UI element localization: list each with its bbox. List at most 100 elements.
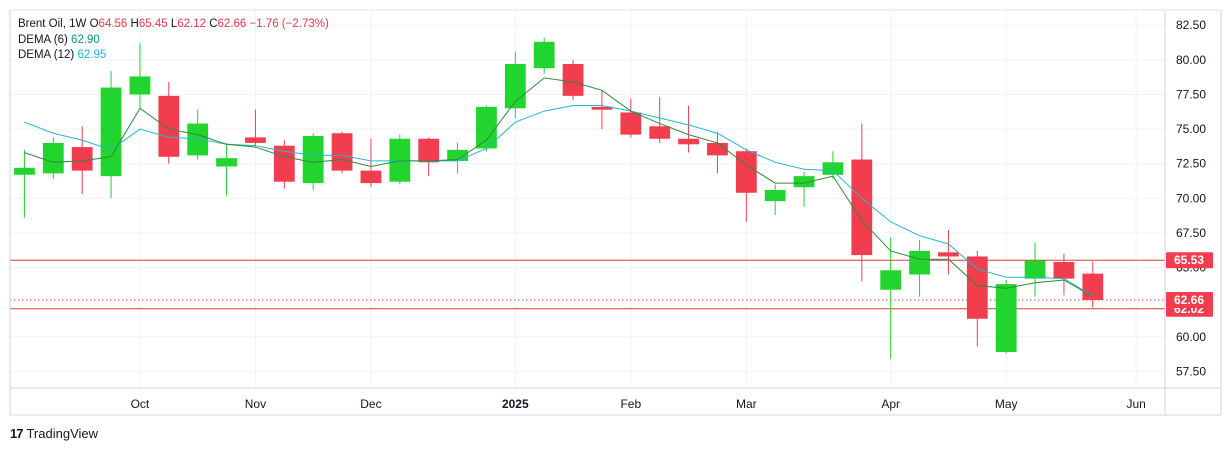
candle-body[interactable] [331,133,353,171]
price-tick-label: 60.00 [1176,330,1206,344]
candle-body[interactable] [129,76,151,95]
candle[interactable] [273,140,295,189]
candle-body[interactable] [678,138,699,145]
candle-body[interactable] [562,64,584,96]
candle[interactable] [129,43,151,110]
candle-body[interactable] [938,252,959,257]
candle[interactable] [938,230,959,275]
price-axis[interactable]: 82.5080.0077.5075.0072.5070.0067.5065.00… [1166,18,1213,378]
candle[interactable] [42,137,64,179]
candle-body[interactable] [187,123,209,156]
candle-body[interactable] [591,106,613,110]
candle-body[interactable] [851,159,873,256]
candle[interactable] [966,250,988,347]
candle[interactable] [476,105,497,152]
candle[interactable] [418,137,440,177]
candle[interactable] [1024,242,1046,297]
candle-body[interactable] [880,270,902,290]
candle[interactable] [678,105,699,153]
candle-body[interactable] [71,147,93,171]
candle-body[interactable] [793,176,815,188]
price-label-62.66[interactable]: 62.66 [1166,291,1213,308]
candle[interactable] [880,237,902,359]
legend-symbol[interactable]: Brent Oil [18,18,63,30]
time-tick-label: Mar [736,397,757,411]
candle-body[interactable] [447,149,468,161]
candle[interactable] [649,97,671,143]
candle-body[interactable] [389,138,411,182]
legend-change: −1.76 (−2.73%) [249,18,329,30]
price-label-text: 65.53 [1174,253,1204,267]
candle[interactable] [793,172,815,207]
legend-open-label: O [89,18,99,30]
candle-body[interactable] [909,250,930,275]
candle-body[interactable] [245,137,266,143]
candle[interactable] [216,142,237,196]
legend-high-label: H [130,18,139,30]
candle-body[interactable] [995,284,1017,352]
price-tick-label: 57.50 [1176,364,1206,378]
candle[interactable] [533,37,555,74]
candle[interactable] [360,138,382,188]
candle[interactable] [851,123,873,282]
time-tick-label: Feb [620,397,641,411]
candle-body[interactable] [476,106,497,149]
legend-dema6-label: DEMA (6) [18,33,68,46]
legend-low-label: L [170,18,178,30]
candle[interactable] [707,131,728,174]
candle[interactable] [764,184,786,215]
candle[interactable] [591,90,613,130]
candle-body[interactable] [735,151,757,193]
candle-body[interactable] [216,158,237,167]
tradingview-branding[interactable]: 17 TradingView [10,426,98,441]
candle[interactable] [14,149,35,218]
candle[interactable] [620,98,642,138]
candle[interactable] [995,280,1017,354]
legend-dema6-value: 62.90 [71,33,100,46]
candle-body[interactable] [14,167,35,175]
time-tick-label: Apr [881,397,900,411]
legend-close-label: C [209,18,218,30]
dema12-line [24,105,1094,297]
candle[interactable] [100,70,122,199]
time-tick-label: Dec [360,397,381,411]
candle-body[interactable] [158,95,180,157]
candle-body[interactable] [1024,260,1046,279]
time-axis[interactable]: Oct Nov Dec 2025 Feb Mar Apr May Jun [131,397,1146,411]
candle-body[interactable] [707,142,728,156]
candle-body[interactable] [620,112,642,135]
candle-body[interactable] [966,256,988,319]
candle-body[interactable] [649,126,671,139]
candle[interactable] [302,133,324,190]
candle-body[interactable] [1053,262,1075,279]
candle-body[interactable] [418,138,440,163]
candle[interactable] [562,59,584,100]
candle[interactable] [158,82,180,164]
candle-body[interactable] [822,162,844,175]
legend-low-value: 62.12 [177,18,207,30]
candle[interactable] [71,126,93,195]
candle[interactable] [1053,253,1075,296]
price-label-65.53[interactable]: 65.53 [1166,252,1213,269]
legend-dema12-row[interactable]: DEMA (12) 62.95 [18,48,329,64]
candle[interactable] [909,239,930,297]
time-tick-label: Nov [245,397,266,411]
legend-dema6-row[interactable]: DEMA (6) 62.90 [18,33,329,49]
price-tick-label: 67.50 [1176,226,1206,240]
candle[interactable] [331,131,353,174]
candle-body[interactable] [533,41,555,69]
candle-body[interactable] [1082,273,1104,300]
candle-body[interactable] [42,142,64,174]
candle[interactable] [447,142,468,174]
candle-body[interactable] [302,136,324,184]
candle[interactable] [822,151,844,179]
chart-frame [9,9,1222,416]
time-tick-label: 2025 [502,397,529,411]
candle[interactable] [245,109,266,146]
legend-interval[interactable]: 1W [69,18,87,30]
candle-body[interactable] [100,87,122,177]
candle-body[interactable] [764,190,786,202]
candle[interactable] [389,134,411,185]
candle-body[interactable] [360,170,382,184]
